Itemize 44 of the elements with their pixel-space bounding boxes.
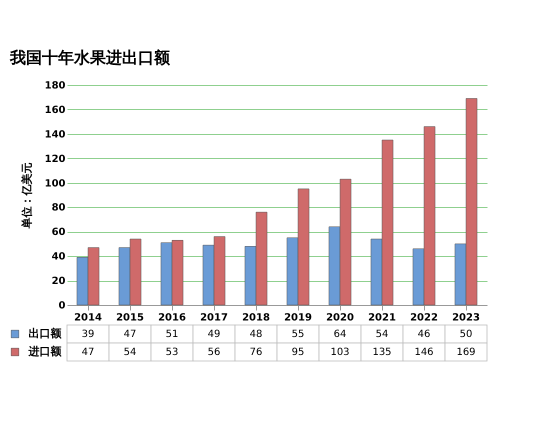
x-tick-label: 2021 (368, 312, 396, 324)
data-label: 55 (292, 329, 304, 340)
x-tick-label: 2019 (284, 312, 312, 324)
x-tick-label: 2017 (200, 312, 228, 324)
data-label: 49 (208, 329, 220, 340)
data-label: 51 (166, 329, 178, 340)
data-label: 76 (250, 347, 262, 358)
y-tick-label: 160 (44, 104, 66, 116)
data-label: 169 (456, 347, 476, 358)
x-tick-label: 2018 (242, 312, 270, 324)
data-label: 47 (124, 329, 136, 340)
y-tick-label: 0 (58, 300, 66, 312)
data-label: 64 (334, 329, 346, 340)
y-tick-label: 180 (44, 80, 66, 92)
y-tick-label: 120 (44, 154, 66, 165)
data-label: 53 (166, 347, 178, 358)
y-tick-label: 140 (44, 129, 66, 140)
x-tick-label: 2015 (116, 312, 144, 324)
data-label: 50 (460, 329, 472, 340)
x-tick-label: 2014 (74, 312, 102, 324)
y-tick-label: 60 (52, 227, 66, 238)
x-tick-label: 2022 (410, 312, 438, 324)
data-label: 95 (292, 347, 304, 358)
legend-label: 进口额 (28, 345, 62, 358)
chart-title: 我国十年水果进出口额 (9, 48, 172, 67)
data-label: 54 (376, 329, 388, 340)
data-label: 103 (330, 347, 350, 358)
data-label: 48 (250, 329, 262, 340)
y-tick-label: 20 (52, 276, 66, 288)
data-label: 39 (82, 329, 94, 340)
data-label: 54 (124, 347, 136, 358)
x-tick-label: 2020 (326, 312, 354, 324)
x-tick-label: 2023 (452, 312, 480, 324)
data-label: 46 (418, 329, 430, 340)
x-tick-label: 2016 (158, 312, 186, 324)
data-label: 135 (372, 347, 392, 358)
data-label: 47 (82, 347, 94, 358)
y-axis-title: 单位：亿美元 (20, 162, 34, 230)
y-tick-label: 40 (52, 252, 66, 263)
y-tick-label: 100 (44, 178, 66, 190)
data-label: 56 (208, 347, 220, 358)
legend-label: 出口额 (28, 327, 62, 340)
y-tick-label: 80 (52, 202, 66, 214)
data-label: 146 (414, 347, 434, 358)
